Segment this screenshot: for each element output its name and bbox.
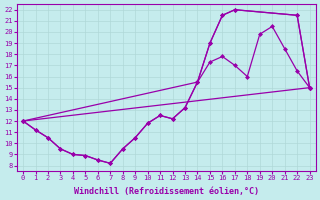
X-axis label: Windchill (Refroidissement éolien,°C): Windchill (Refroidissement éolien,°C) xyxy=(74,187,259,196)
